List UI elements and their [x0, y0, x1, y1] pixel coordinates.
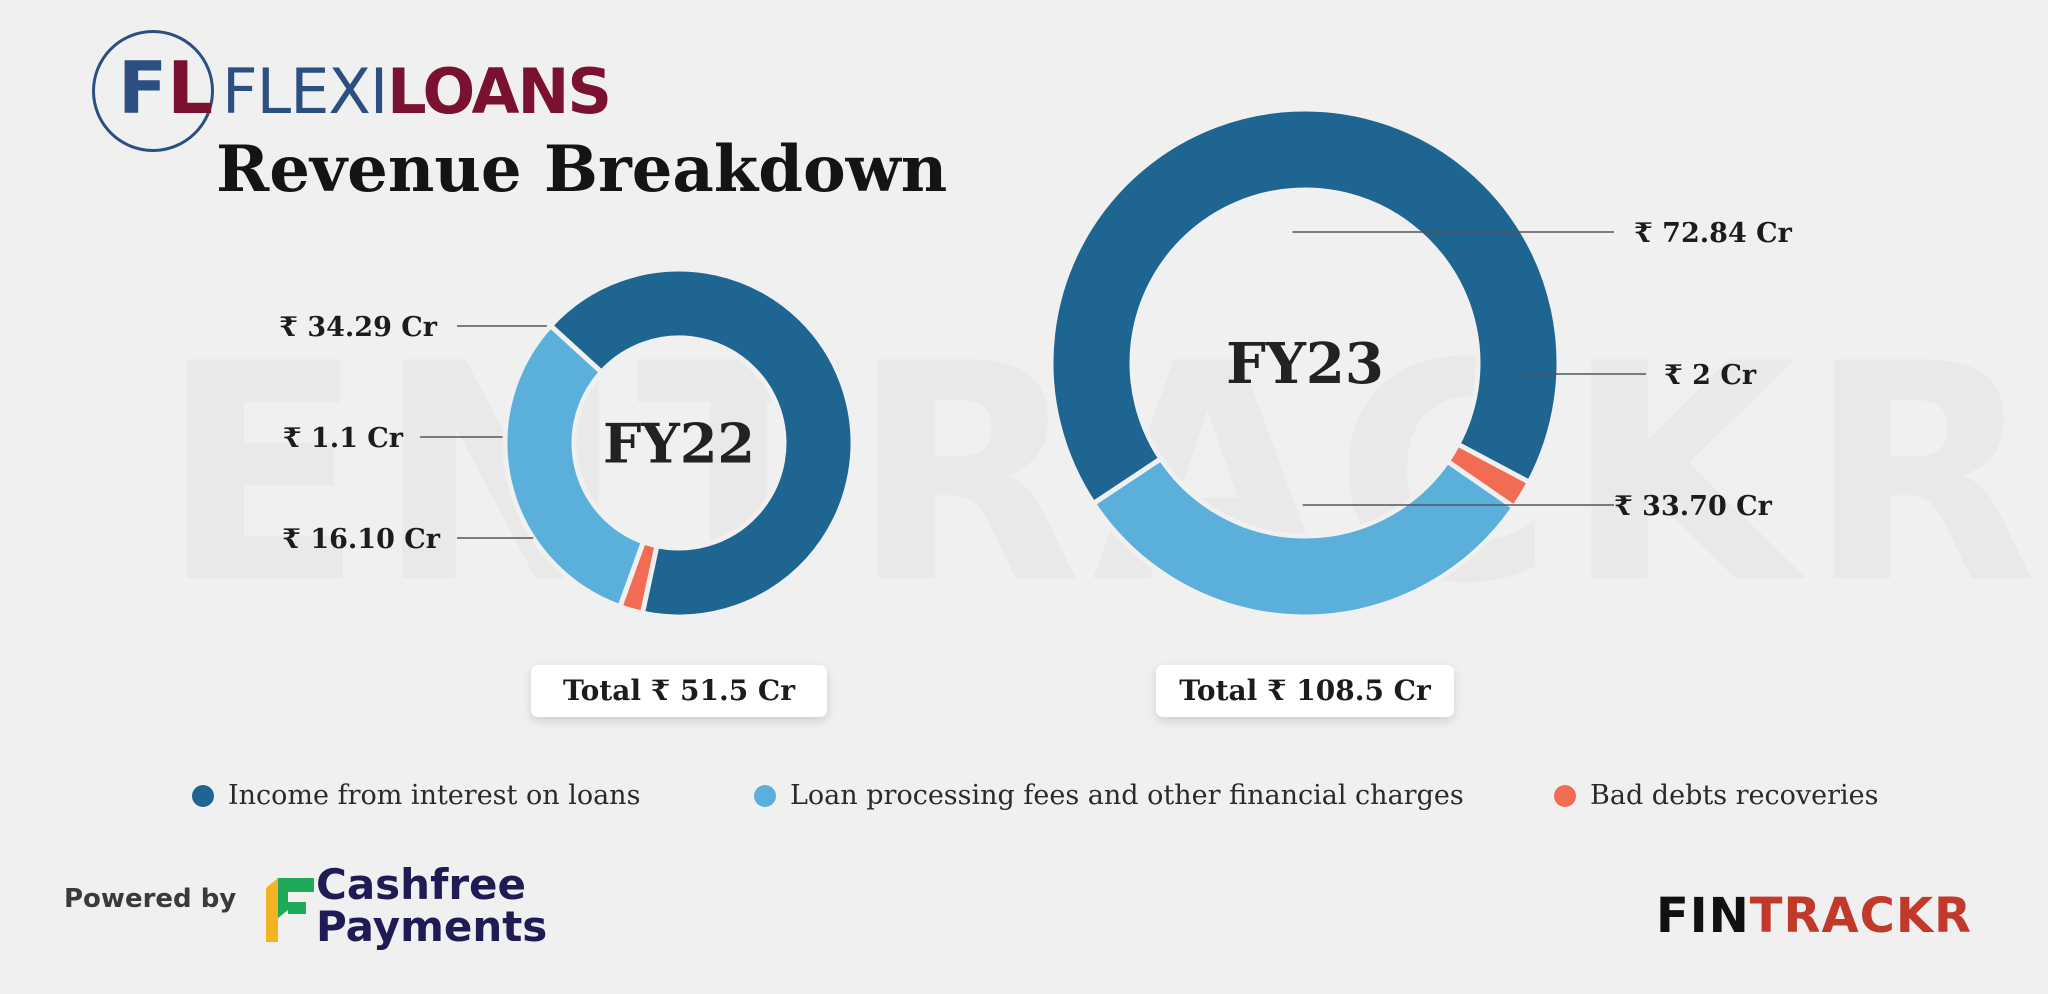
- fintrackr-logo: FINTRACKR: [1655, 888, 1972, 944]
- fy22-data-label-2: ₹ 16.10 Cr: [282, 524, 441, 555]
- fy23-slice-2: [1089, 455, 1518, 620]
- fy22-data-label-0: ₹ 34.29 Cr: [279, 312, 438, 343]
- logo-mark: FL: [118, 46, 214, 130]
- logo-circle: [92, 30, 214, 152]
- fy22-total-badge: Total ₹ 51.5 Cr: [531, 665, 827, 717]
- legend-item-processing: Loan processing fees and other financial…: [754, 780, 1464, 811]
- cashfree-name: Cashfree: [316, 860, 527, 909]
- fy22-data-label-1: ₹ 1.1 Cr: [283, 423, 404, 454]
- fy23-data-label-1: ₹ 2 Cr: [1664, 360, 1757, 391]
- page-title: Revenue Breakdown: [216, 132, 948, 207]
- legend-dot-bad-debts: [1554, 784, 1576, 807]
- legend-item-interest: Income from interest on loans: [192, 780, 640, 811]
- fy22-slice-2: [502, 322, 647, 610]
- logo-wordmark: FLEXILOANS: [222, 55, 612, 128]
- logo-text-flexi: FLEXI: [222, 55, 388, 128]
- legend-label-interest: Income from interest on loans: [228, 780, 641, 811]
- fy23-data-label-2: ₹ 33.70 Cr: [1614, 491, 1773, 522]
- cashfree-payments: Payments: [316, 902, 548, 951]
- legend-dot-interest: [192, 784, 214, 807]
- fy23-data-label-0: ₹ 72.84 Cr: [1634, 218, 1793, 249]
- cashfree-logo-text: Cashfree Payments: [316, 864, 547, 948]
- legend-label-processing: Loan processing fees and other financial…: [790, 780, 1464, 811]
- powered-by-label: Powered by: [64, 884, 237, 914]
- legend-item-bad-debts: Bad debts recoveries: [1554, 780, 1879, 811]
- legend-label-bad-debts: Bad debts recoveries: [1590, 780, 1879, 811]
- legend-dot-processing: [754, 784, 776, 807]
- logo-text-loans: LOANS: [387, 55, 612, 128]
- cashfree-icon: [266, 878, 314, 942]
- fy23-center-label: FY23: [1226, 331, 1384, 397]
- fy22-center-label: FY22: [603, 411, 755, 475]
- fy23-slice-0: [1048, 106, 1562, 508]
- fy23-total-badge: Total ₹ 108.5 Cr: [1156, 665, 1454, 717]
- fy22-slice-0: [546, 266, 856, 620]
